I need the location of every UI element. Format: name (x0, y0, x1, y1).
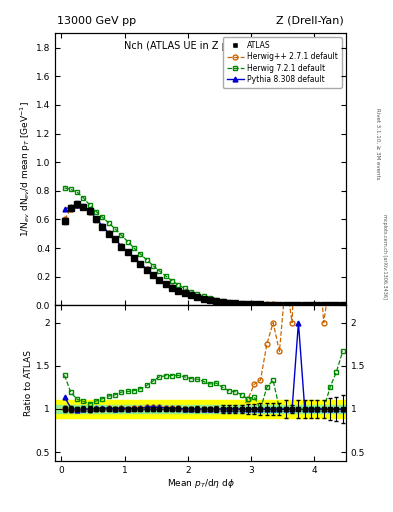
Text: 13000 GeV pp: 13000 GeV pp (57, 15, 136, 26)
Bar (55, 404, 346, 413)
Text: Nch (ATLAS UE in Z production): Nch (ATLAS UE in Z production) (123, 41, 277, 51)
Legend: ATLAS, Herwig++ 2.7.1 default, Herwig 7.2.1 default, Pythia 8.308 default: ATLAS, Herwig++ 2.7.1 default, Herwig 7.… (223, 37, 342, 88)
Bar (55, 400, 346, 418)
Y-axis label: Ratio to ATLAS: Ratio to ATLAS (24, 350, 33, 416)
Text: Rivet 3.1.10, ≥ 3M events: Rivet 3.1.10, ≥ 3M events (375, 108, 380, 179)
Y-axis label: 1/N$_{ev}$ dN$_{ev}$/d mean p$_{T}$ [GeV$^{-1}$]: 1/N$_{ev}$ dN$_{ev}$/d mean p$_{T}$ [GeV… (18, 101, 33, 237)
Text: Z (Drell-Yan): Z (Drell-Yan) (276, 15, 344, 26)
Text: mcplots.cern.ch [arXiv:1306.3436]: mcplots.cern.ch [arXiv:1306.3436] (382, 214, 387, 298)
X-axis label: Mean $p_{T}$/d$\eta$ d$\phi$: Mean $p_{T}$/d$\eta$ d$\phi$ (167, 477, 234, 490)
